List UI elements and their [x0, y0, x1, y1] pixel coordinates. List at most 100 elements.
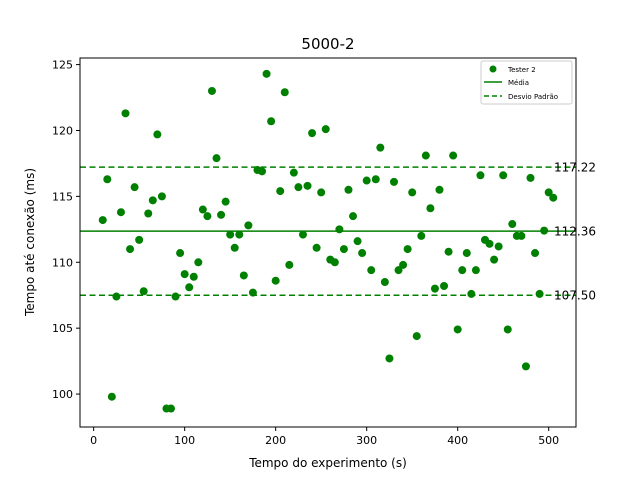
data-point — [494, 242, 503, 251]
legend-marker-tester — [489, 65, 497, 73]
data-point — [317, 188, 326, 197]
data-point — [535, 289, 544, 298]
data-point — [185, 283, 194, 292]
data-point — [321, 125, 330, 134]
data-point — [440, 281, 449, 290]
y-tick-label: 120 — [52, 124, 73, 137]
data-point — [107, 392, 116, 401]
data-point — [335, 225, 344, 234]
reference-line-label: 107.50 — [554, 289, 596, 303]
plot-frame — [79, 57, 577, 428]
data-point — [139, 287, 148, 296]
data-point — [544, 188, 553, 197]
data-point — [157, 192, 166, 201]
data-point — [485, 239, 494, 248]
data-point — [171, 292, 180, 301]
y-axis-label: Tempo até conexão (ms) — [23, 168, 37, 317]
chart-title: 5000-2 — [301, 35, 354, 53]
y-axis-ticks: 100 105 110 115 120 125 — [52, 59, 80, 401]
data-point — [221, 197, 230, 206]
data-point — [358, 249, 367, 258]
y-tick-label: 105 — [52, 322, 73, 335]
data-point — [207, 86, 216, 95]
data-point — [312, 243, 321, 252]
data-point — [294, 183, 303, 192]
data-point — [503, 325, 512, 334]
data-point — [244, 221, 253, 230]
data-point — [344, 185, 353, 194]
data-point — [521, 362, 530, 371]
data-point — [426, 204, 435, 213]
data-point — [303, 181, 312, 190]
data-point — [471, 266, 480, 275]
data-point — [276, 187, 285, 196]
data-point — [399, 260, 408, 269]
reference-lines: 112.36 117.22 107.50 — [80, 161, 596, 303]
data-point — [508, 220, 517, 229]
data-point — [116, 208, 125, 217]
x-tick-label: 0 — [90, 434, 97, 447]
legend-label-std: Desvio Padrão — [508, 93, 558, 101]
data-point — [349, 212, 358, 221]
data-point — [540, 226, 549, 235]
data-point — [167, 404, 176, 413]
legend-label-tester: Tester 2 — [507, 66, 536, 74]
data-point — [394, 266, 403, 275]
data-point — [308, 129, 317, 138]
legend-label-mean: Média — [508, 79, 529, 87]
data-point — [531, 249, 540, 258]
data-point — [121, 109, 130, 118]
data-point — [135, 235, 144, 244]
data-point — [430, 284, 439, 293]
data-point — [148, 196, 157, 205]
data-point — [212, 154, 221, 163]
data-point — [435, 185, 444, 194]
data-point — [421, 151, 430, 160]
data-point — [549, 193, 558, 202]
data-point — [444, 247, 453, 256]
data-point — [462, 249, 471, 258]
y-tick-label: 115 — [52, 190, 73, 203]
x-tick-label: 300 — [356, 434, 377, 447]
data-point — [353, 237, 362, 246]
legend: Tester 2 Média Desvio Padrão — [480, 60, 573, 105]
data-point — [194, 258, 203, 267]
data-point — [258, 167, 267, 176]
data-point — [103, 175, 112, 184]
x-axis-label: Tempo do experimento (s) — [248, 456, 407, 470]
data-point — [226, 230, 235, 239]
data-point — [203, 212, 212, 221]
data-point — [217, 210, 226, 219]
data-point — [285, 260, 294, 269]
data-point — [385, 354, 394, 363]
data-point — [490, 255, 499, 264]
x-axis-ticks: 0 100 200 300 400 500 — [90, 427, 559, 447]
data-point — [235, 230, 244, 239]
data-point — [417, 231, 426, 240]
legend-box — [480, 60, 573, 105]
data-point — [476, 171, 485, 180]
data-point — [180, 270, 189, 279]
data-point — [112, 292, 121, 301]
data-point — [126, 245, 135, 254]
reference-line-label: 117.22 — [554, 161, 596, 175]
data-point — [371, 175, 380, 184]
x-tick-label: 100 — [174, 434, 195, 447]
data-point — [298, 230, 307, 239]
data-point — [176, 249, 185, 258]
data-point — [467, 289, 476, 298]
data-point — [389, 177, 398, 186]
data-points — [98, 69, 558, 413]
data-point — [412, 332, 421, 341]
y-tick-label: 100 — [52, 388, 73, 401]
data-point — [248, 288, 257, 297]
data-point — [262, 69, 271, 78]
x-tick-label: 200 — [265, 434, 286, 447]
data-point — [330, 258, 339, 267]
data-point — [98, 216, 107, 225]
data-point — [376, 143, 385, 152]
data-point — [280, 88, 289, 97]
data-point — [153, 130, 162, 139]
data-point — [271, 276, 280, 285]
data-point — [267, 117, 276, 126]
